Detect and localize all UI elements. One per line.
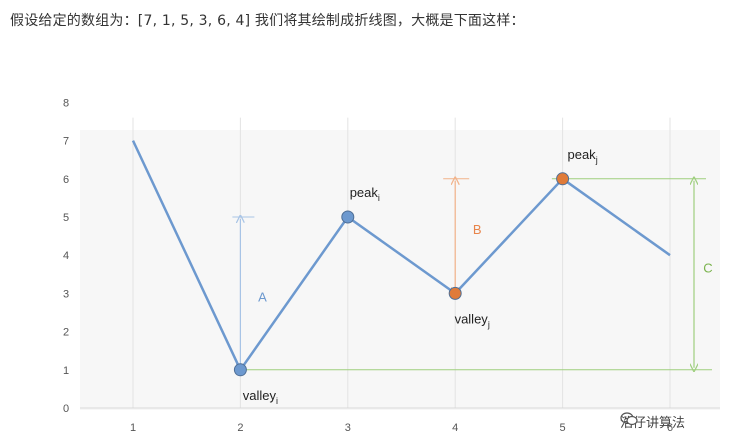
y-tick-label: 3	[63, 288, 69, 300]
y-tick-label: 0	[63, 403, 69, 415]
y-tick-label: 4	[63, 250, 69, 262]
y-tick-label: 8	[63, 97, 69, 109]
marker-valley-j	[448, 286, 462, 300]
annotation-label-c: C	[703, 260, 712, 275]
y-tick-label: 6	[63, 174, 69, 186]
plot-background	[80, 130, 720, 410]
watermark: 浩仔讲算法	[620, 412, 685, 431]
series-line	[131, 140, 671, 372]
wechat-icon	[620, 412, 638, 426]
y-tick-label: 1	[63, 365, 69, 377]
marker-valley-i	[233, 363, 247, 377]
marker-label: peaki	[350, 185, 380, 203]
marker-label: valleyi	[243, 388, 278, 406]
marker-label: peakj	[567, 147, 597, 165]
x-tick-label: 6	[667, 422, 673, 434]
intro-text: 假设给定的数组为：[7, 1, 5, 3, 6, 4] 我们将其绘制成折线图，大…	[10, 13, 525, 29]
x-tick-label: 2	[237, 422, 243, 434]
marker-peak-i	[341, 210, 355, 224]
x-tick-label: 3	[345, 422, 351, 434]
marker-label: valleyj	[455, 311, 490, 329]
y-tick-label: 5	[63, 212, 69, 224]
x-tick-label: 1	[130, 422, 136, 434]
y-tick-label: 7	[63, 136, 69, 148]
x-tick-label: 4	[452, 422, 458, 434]
marker-peak-j	[556, 172, 570, 186]
annotation-label-b: B	[473, 222, 482, 237]
annotation-label-a: A	[258, 289, 267, 304]
x-tick-label: 5	[560, 422, 566, 434]
y-tick-label: 2	[63, 327, 69, 339]
